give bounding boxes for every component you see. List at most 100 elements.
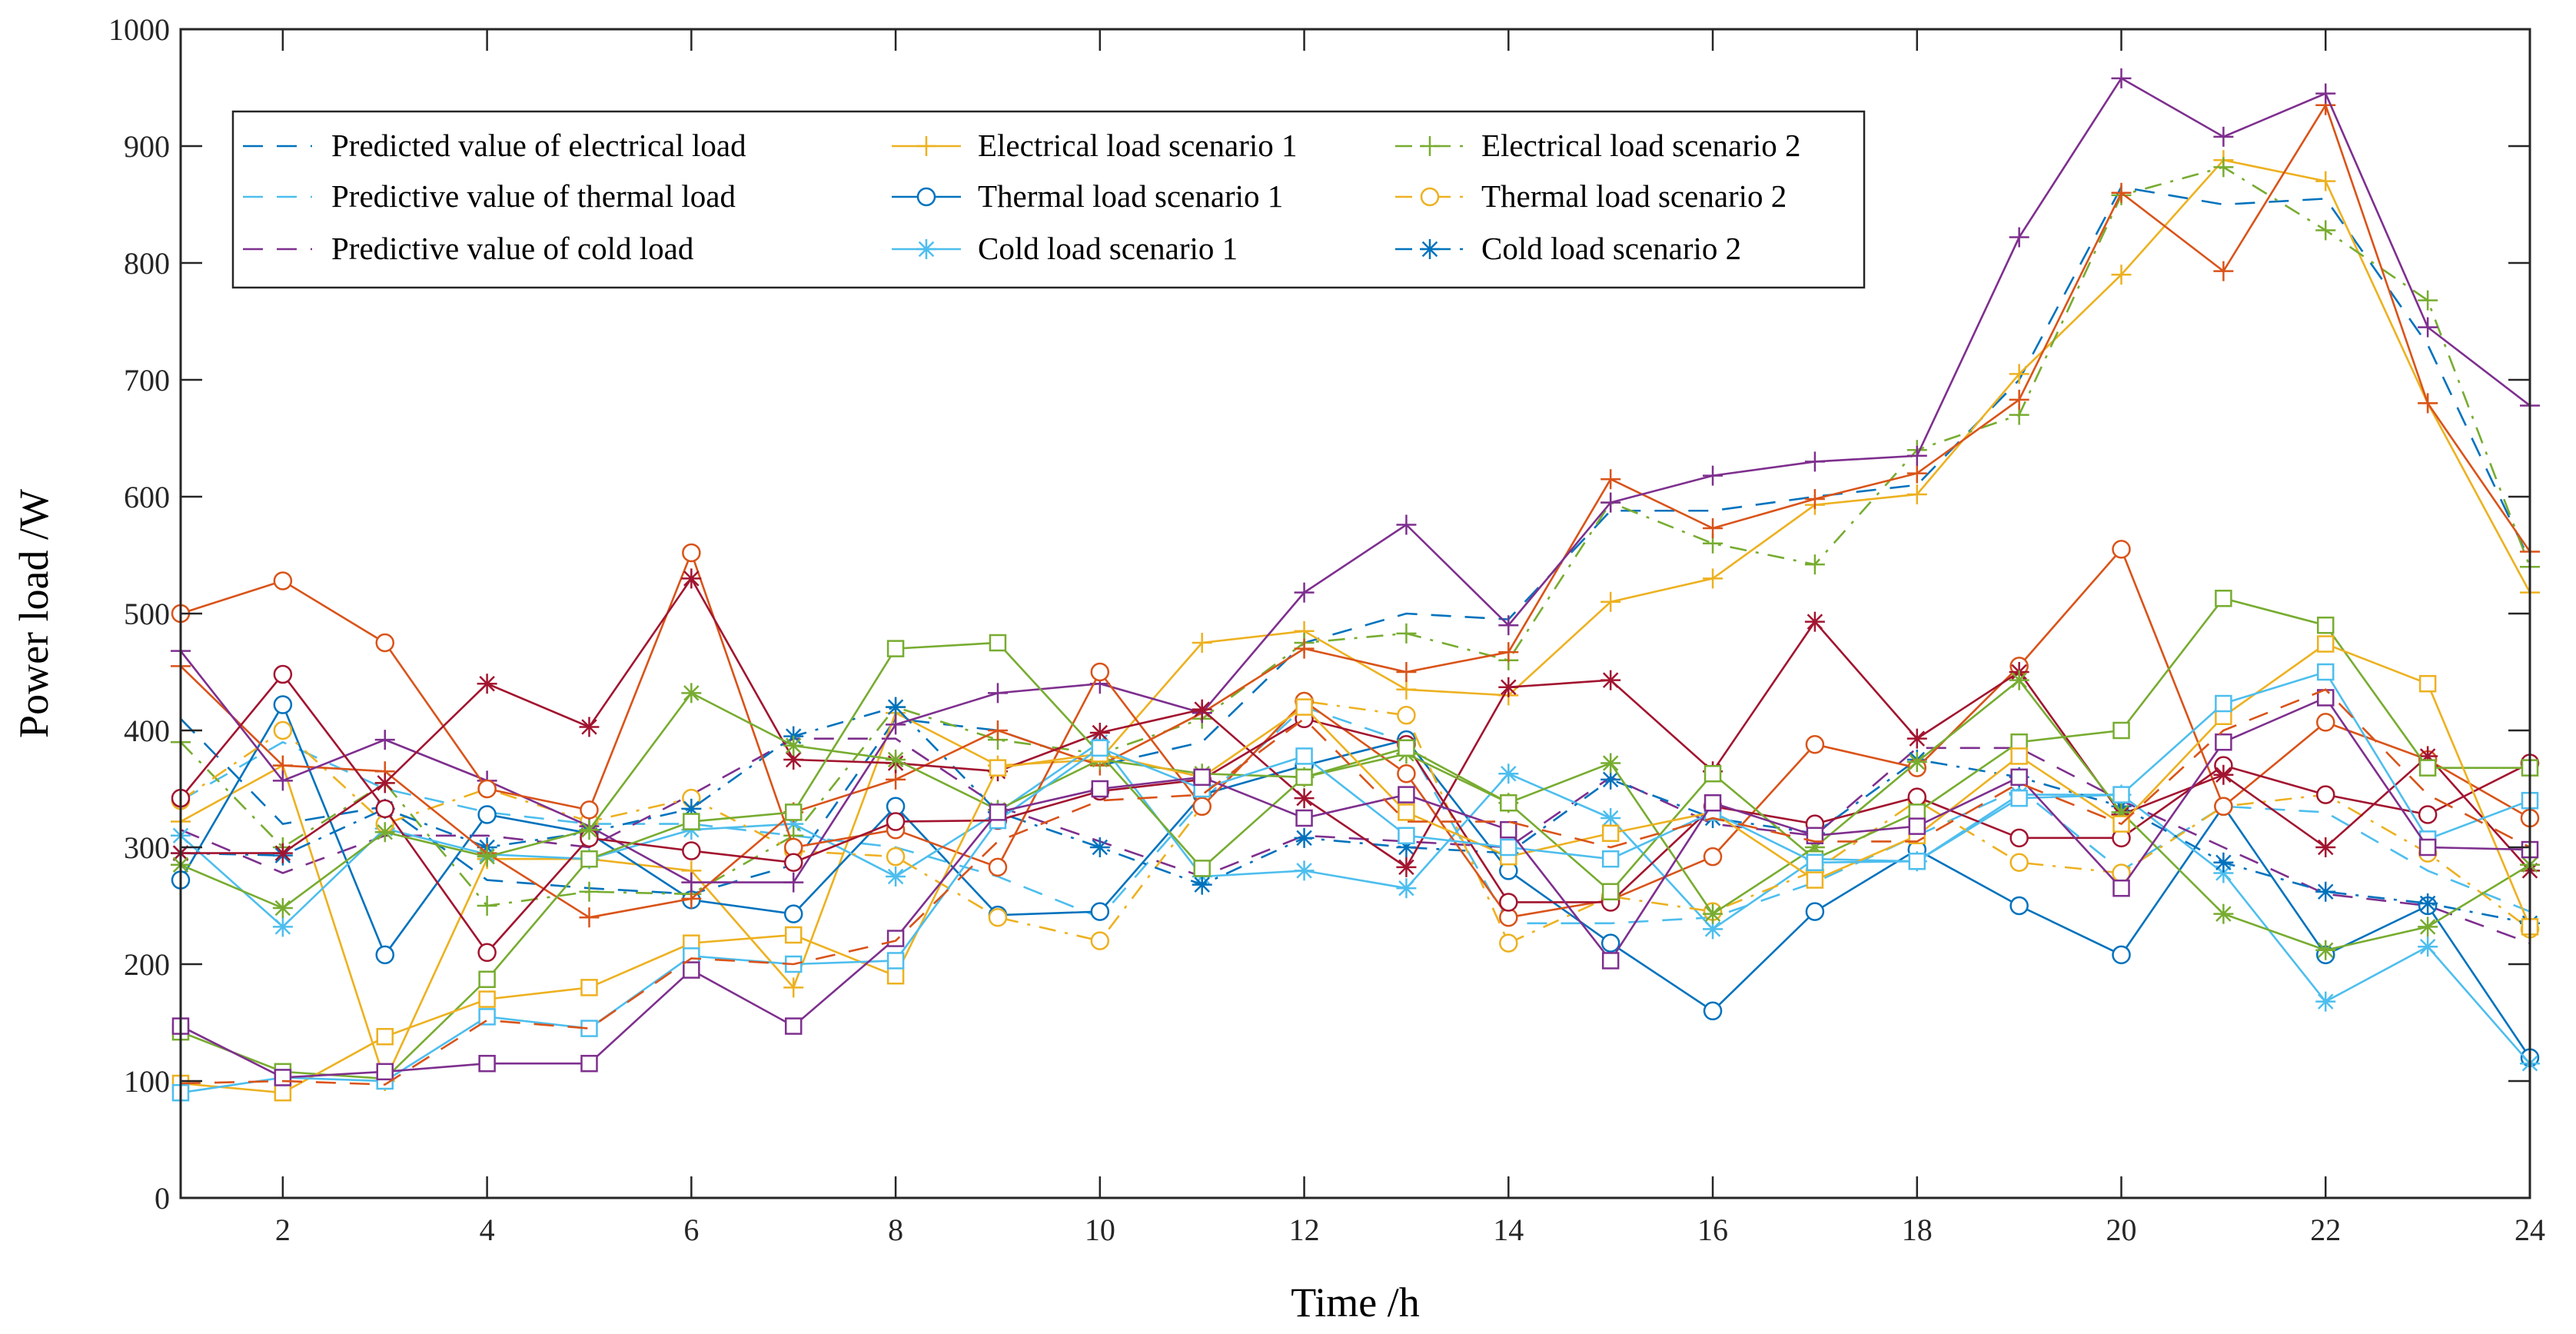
data-point-circle: [1420, 187, 1440, 207]
data-point-circle: [2009, 853, 2029, 873]
data-point-square: [2215, 589, 2232, 607]
data-point-plus: [1703, 518, 1723, 539]
y-tick-label: 0: [155, 1181, 170, 1216]
legend-entry: Thermal load scenario 2: [1395, 178, 1787, 214]
data-point-square: [1398, 739, 1415, 757]
data-point-plus: [2418, 290, 2438, 311]
data-point-square: [580, 1054, 598, 1073]
data-point-circle: [916, 187, 936, 207]
data-point-plus: [987, 720, 1008, 740]
data-point-square: [989, 759, 1007, 777]
legend-label: Thermal load scenario 1: [978, 178, 1283, 214]
series-4: [171, 150, 2540, 1091]
legend-entry: Electrical load scenario 1: [892, 128, 1298, 163]
series-3: [180, 737, 2531, 944]
y-tick-label: 300: [124, 830, 170, 865]
data-point-square: [886, 640, 905, 657]
data-point-circle: [682, 543, 701, 563]
data-point-square: [1703, 793, 1722, 812]
data-point-plus: [1294, 638, 1315, 659]
series-line: [180, 696, 2531, 1079]
data-point-square: [683, 961, 700, 979]
data-point-square: [580, 850, 598, 868]
data-point-plus: [1906, 463, 1927, 484]
data-point-square: [886, 966, 905, 985]
data-point-square: [1806, 871, 1824, 889]
data-point-square: [2317, 635, 2335, 653]
data-point-square: [1295, 698, 1313, 716]
legend-entry: Predicted value of electrical load: [243, 128, 746, 163]
data-point-star: [1498, 677, 1519, 697]
data-point-star: [2213, 903, 2234, 924]
series-line: [180, 165, 2531, 907]
data-point-square: [1398, 803, 1415, 821]
data-point-star: [886, 750, 906, 770]
data-point-star: [916, 239, 936, 259]
data-point-star: [1600, 753, 1621, 773]
data-point-star: [1906, 752, 1927, 773]
data-point-plus: [272, 770, 293, 791]
data-point-star: [1498, 763, 1519, 784]
data-point-circle: [1397, 705, 1416, 725]
data-point-circle: [2009, 828, 2029, 848]
data-point-plus: [1600, 469, 1621, 490]
data-point-plus: [1396, 514, 1417, 535]
data-point-square: [1601, 824, 1620, 843]
series-6: [171, 732, 2540, 1074]
y-tick-label: 100: [124, 1064, 170, 1099]
data-point-circle: [1090, 902, 1110, 921]
data-point-circle: [1397, 763, 1416, 783]
data-point-square: [2418, 759, 2437, 777]
data-point-plus: [2213, 157, 2234, 178]
x-tick-label: 20: [2106, 1213, 2137, 1247]
data-point-circle: [273, 720, 293, 740]
data-point-plus: [2213, 261, 2234, 281]
data-point-circle: [477, 805, 497, 824]
series-2: [180, 706, 2531, 925]
series-20: [180, 688, 2531, 1086]
data-point-star: [1804, 611, 1825, 632]
series-line: [180, 158, 2531, 1084]
data-point-circle: [2418, 805, 2438, 824]
data-point-plus: [1703, 465, 1723, 486]
data-point-square: [1601, 952, 1620, 970]
data-point-star: [2315, 991, 2336, 1012]
legend-label: Cold load scenario 1: [978, 231, 1238, 266]
data-point-star: [374, 773, 395, 793]
data-point-circle: [2316, 785, 2335, 804]
data-point-circle: [886, 847, 906, 867]
data-point-circle: [1499, 933, 1518, 953]
data-point-star: [477, 674, 497, 694]
data-point-square: [784, 803, 803, 821]
data-point-star: [1420, 239, 1440, 259]
series-line: [180, 185, 2531, 896]
data-point-plus: [2111, 264, 2132, 285]
data-point-square: [478, 990, 496, 1008]
data-point-plus: [2315, 83, 2336, 104]
series-line: [180, 547, 2531, 919]
series-5: [171, 695, 2540, 1067]
data-point-circle: [2112, 945, 2131, 965]
data-point-circle: [1703, 1001, 1723, 1021]
data-point-plus: [783, 977, 804, 998]
data-point-circle: [1703, 847, 1723, 867]
data-point-plus: [1294, 582, 1315, 603]
data-point-star: [2418, 917, 2438, 937]
data-point-circle: [988, 907, 1008, 927]
data-point-circle: [682, 841, 701, 860]
data-point-circle: [1192, 797, 1212, 817]
data-point-star: [374, 822, 395, 843]
data-point-star: [2213, 764, 2234, 785]
series-line: [180, 597, 2530, 1080]
x-tick-label: 24: [2515, 1213, 2545, 1247]
legend-label: Electrical load scenario 2: [1481, 128, 1801, 163]
series-line: [180, 102, 2531, 919]
series-line: [180, 678, 2531, 952]
data-point-circle: [988, 857, 1008, 877]
data-point-square: [1193, 768, 1211, 787]
data-point-circle: [2112, 540, 2131, 559]
data-point-star: [681, 568, 702, 589]
y-tick-label: 600: [124, 480, 170, 514]
x-tick-label: 4: [480, 1213, 495, 1247]
data-point-circle: [2214, 797, 2233, 817]
